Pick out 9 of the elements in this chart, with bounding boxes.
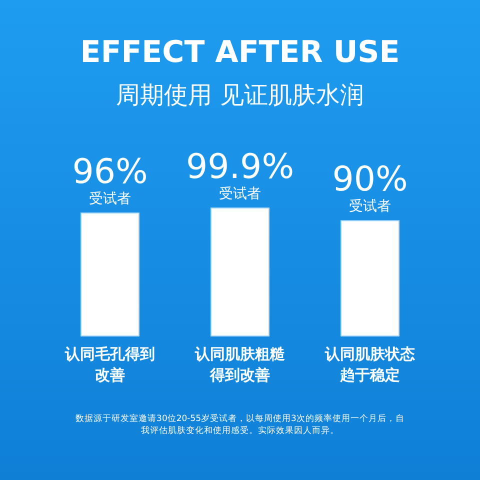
x-tick-label: 认同毛孔得到改善	[64, 344, 156, 386]
data-label: 99.9% 受试者	[186, 147, 294, 202]
chart-subtitle: 周期使用 见证肌肤水润	[116, 81, 364, 109]
x-tick-label: 认同肌肤粗糙得到改善	[194, 344, 286, 386]
chart-title: EFFECT AFTER USE	[80, 35, 400, 70]
text: 数据源于研发室邀请30位20-55岁受试者，以每周使用3次的频率使用一个月后，自我评估肌肤变化和使用感受。实际效果因人而异。	[75, 414, 405, 438]
data-label: 90% 受试者	[332, 160, 408, 215]
data-label: 96% 受试者	[72, 152, 148, 207]
x-tick-label: 认同肌肤状态趋于稳定	[324, 344, 416, 386]
